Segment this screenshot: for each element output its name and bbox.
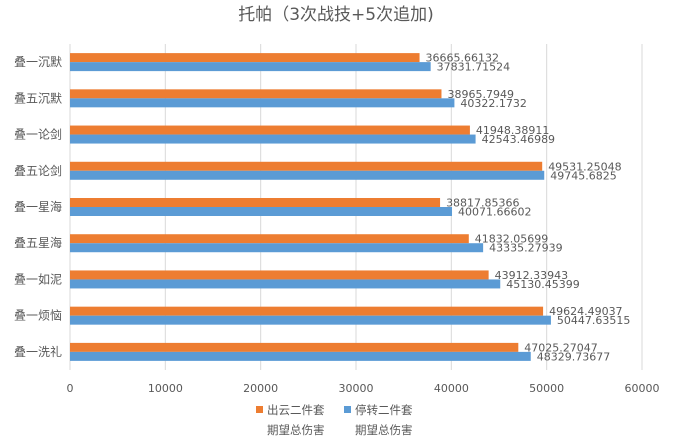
- category-label: 叠五论剑: [14, 163, 62, 178]
- bar-tingzhuan: [70, 170, 545, 180]
- data-label: 49624.49037: [549, 305, 622, 318]
- bar-tingzhuan: [70, 98, 455, 108]
- data-label: 49745.6825: [550, 169, 616, 182]
- data-label: 40322.1732: [460, 97, 526, 110]
- data-label: 41832.05699: [475, 233, 548, 246]
- data-label: 38965.7949: [447, 88, 513, 101]
- data-label: 49531.25048: [548, 160, 621, 173]
- legend-swatch: [256, 406, 263, 413]
- bar-chuyun: [70, 161, 543, 171]
- legend-swatch: [344, 406, 351, 413]
- category-label: 叠一星海: [14, 199, 62, 214]
- legend-label: 期望总伤害: [267, 423, 325, 437]
- data-label: 42543.46989: [482, 133, 555, 146]
- bar-tingzhuan: [70, 279, 501, 289]
- category-label: 叠一洗礼: [14, 344, 62, 359]
- bar-tingzhuan: [70, 315, 551, 325]
- bar-chuyun: [70, 270, 489, 280]
- bar-chuyun: [70, 198, 441, 207]
- bar-tingzhuan: [70, 243, 484, 253]
- bar-chuyun: [70, 234, 469, 244]
- bar-chuyun: [70, 53, 420, 63]
- x-tick-label: 20000: [243, 382, 278, 395]
- data-label: 47025.27047: [524, 341, 597, 354]
- x-tick-label: 0: [67, 382, 74, 395]
- data-label: 40071.66602: [458, 206, 531, 219]
- bar-chuyun: [70, 89, 442, 99]
- bar-chuyun: [70, 306, 544, 316]
- data-label: 38817.85366: [446, 197, 519, 210]
- data-label: 43335.27939: [489, 242, 562, 255]
- bar-chuyun: [70, 342, 519, 352]
- data-label: 43912.33943: [495, 269, 568, 282]
- data-label: 50447.63515: [557, 314, 630, 327]
- category-label: 叠一烦恼: [14, 309, 62, 323]
- x-tick-label: 50000: [529, 382, 564, 395]
- bars: [70, 53, 551, 361]
- category-label: 叠五星海: [14, 235, 62, 250]
- data-label: 37831.71524: [437, 61, 510, 74]
- data-label: 48329.73677: [537, 350, 610, 363]
- bar-tingzhuan: [70, 351, 531, 361]
- data-label: 36665.66132: [426, 52, 499, 65]
- chart-title: 托帕（3次战技+5次追加): [238, 5, 434, 25]
- legend-label: 出云二件套: [267, 403, 325, 417]
- x-tick-label: 40000: [434, 382, 469, 395]
- category-label: 叠五沉默: [14, 90, 62, 105]
- data-label: 45130.45399: [506, 278, 579, 291]
- legend-label: 停转二件套: [355, 403, 413, 417]
- category-label: 叠一沉默: [14, 54, 62, 69]
- x-tick-labels: 0 10000 20000 30000 40000 50000 60000: [67, 382, 660, 395]
- x-tick-label: 10000: [148, 382, 183, 395]
- bar-tingzhuan: [70, 207, 453, 216]
- bar-tingzhuan: [70, 62, 431, 72]
- data-label: 41948.38911: [476, 124, 549, 137]
- x-tick-label: 30000: [339, 382, 374, 395]
- legend-label: 期望总伤害: [355, 423, 413, 437]
- bar-tingzhuan: [70, 134, 476, 144]
- x-tick-label: 60000: [625, 382, 660, 395]
- category-label: 叠一论剑: [14, 127, 62, 142]
- bar-chuyun: [70, 125, 470, 135]
- category-label: 叠一如泥: [14, 271, 62, 286]
